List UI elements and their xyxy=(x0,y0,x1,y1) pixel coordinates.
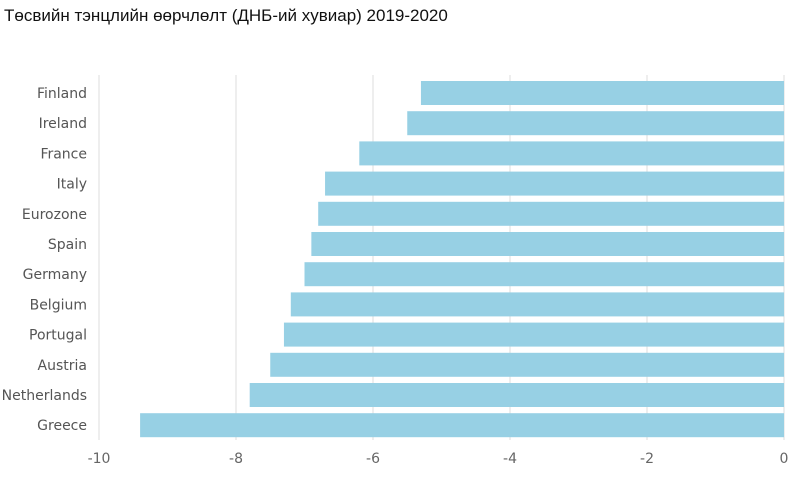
bar-germany xyxy=(304,262,784,287)
bar-france xyxy=(359,141,784,166)
category-label: Netherlands xyxy=(2,388,87,404)
category-label: France xyxy=(40,146,87,162)
x-tick-label: -10 xyxy=(88,451,111,467)
bar-belgium xyxy=(290,292,784,317)
bar-greece xyxy=(140,413,785,438)
x-tick-label: -4 xyxy=(503,451,517,467)
x-tick-label: -2 xyxy=(640,451,654,467)
category-label: Ireland xyxy=(39,116,87,132)
category-label: Germany xyxy=(23,267,87,283)
x-tick-label: -6 xyxy=(366,451,380,467)
x-tick-label: -8 xyxy=(229,451,243,467)
bar-austria xyxy=(270,352,784,377)
category-label: Greece xyxy=(37,418,87,434)
category-label: Austria xyxy=(38,358,87,374)
bar-ireland xyxy=(407,111,784,136)
bar-spain xyxy=(311,232,784,256)
bar-eurozone xyxy=(318,201,784,226)
x-tick-label: 0 xyxy=(780,451,789,467)
bar-finland xyxy=(420,81,784,105)
category-label: Spain xyxy=(48,237,87,253)
category-label: Italy xyxy=(57,177,87,193)
category-label: Eurozone xyxy=(22,207,87,223)
bar-italy xyxy=(325,171,784,196)
category-label: Belgium xyxy=(30,297,87,313)
category-label: Portugal xyxy=(29,328,87,344)
bar-portugal xyxy=(283,322,784,347)
bar-netherlands xyxy=(249,383,784,407)
chart-title: Төсвийн тэнцлийн өөрчлөлт (ДНБ-ий хувиар… xyxy=(4,6,448,25)
category-label: Finland xyxy=(37,86,87,102)
